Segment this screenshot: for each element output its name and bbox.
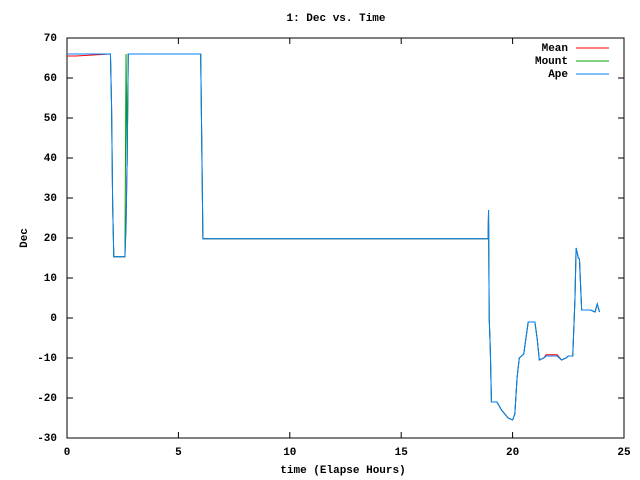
y-tick-label: 60 xyxy=(44,73,57,85)
y-tick-label: 0 xyxy=(50,313,57,325)
y-tick-label: 40 xyxy=(44,153,57,165)
data-line xyxy=(67,53,600,421)
y-axis-label: Dec xyxy=(19,228,31,248)
y-tick-label: 10 xyxy=(44,273,57,285)
y-tick-label: 30 xyxy=(44,193,57,205)
legend-label: Mean xyxy=(542,43,568,55)
plot-border xyxy=(66,37,625,439)
legend-label: Ape xyxy=(548,69,568,81)
y-tick-label: -20 xyxy=(37,393,57,405)
chart-title: 1: Dec vs. Time xyxy=(286,13,385,25)
x-tick-label: 20 xyxy=(506,447,519,459)
y-tick-label: -10 xyxy=(37,353,57,365)
y-tick-label: 20 xyxy=(44,233,57,245)
data-line xyxy=(67,53,600,421)
data-line xyxy=(67,53,600,421)
x-axis-label: time (Elapse Hours) xyxy=(280,465,405,477)
legend-label: Mount xyxy=(535,56,568,68)
x-tick-label: 15 xyxy=(395,447,409,459)
x-tick-label: 10 xyxy=(283,447,296,459)
y-tick-label: -30 xyxy=(37,433,57,445)
x-tick-label: 5 xyxy=(175,447,182,459)
x-tick-label: 25 xyxy=(617,447,631,459)
y-tick-label: 50 xyxy=(44,113,57,125)
x-tick-label: 0 xyxy=(64,447,71,459)
y-tick-label: 70 xyxy=(44,33,57,45)
